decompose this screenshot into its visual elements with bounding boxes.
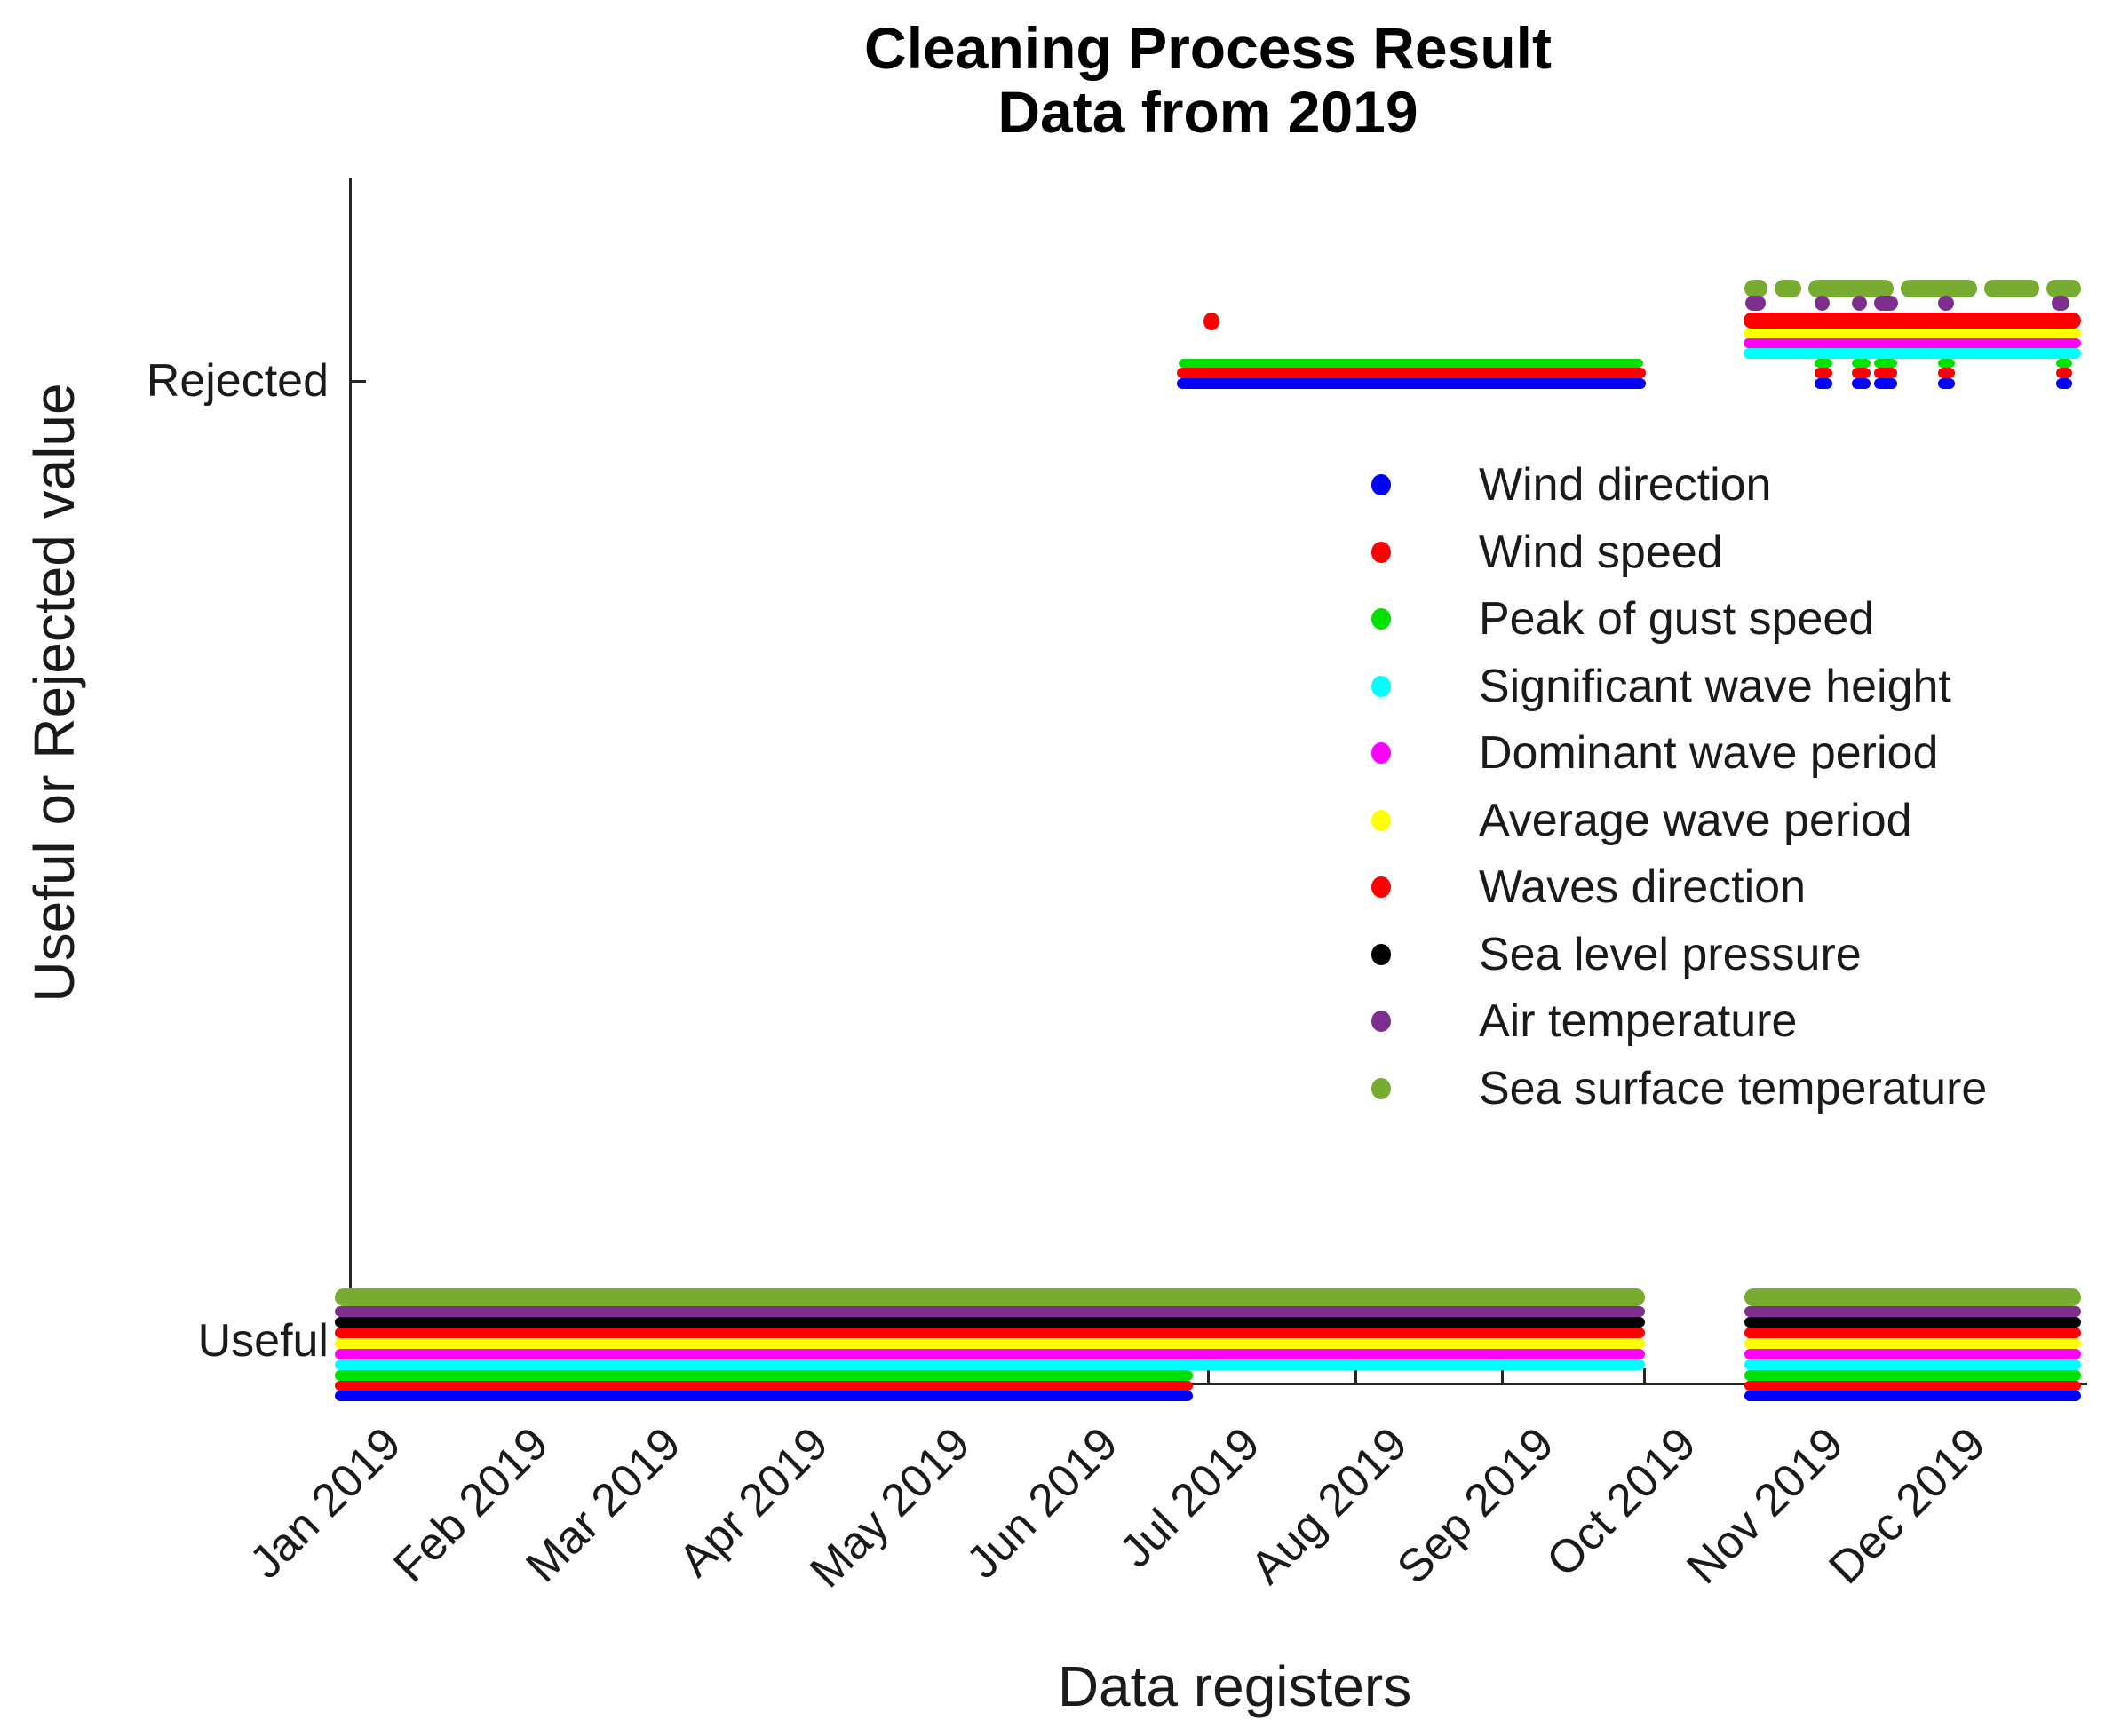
scatter-band-rejected-sea_surface (1808, 280, 1894, 297)
scatter-band-useful-sig_wave (1744, 1359, 2081, 1370)
y-axis-label: Useful or Rejected value (22, 383, 86, 1003)
scatter-band-rejected-sig_wave (1744, 348, 2081, 359)
chart-title-line2: Data from 2019 (997, 79, 1418, 145)
legend-marker-icon (1371, 742, 1391, 764)
legend-marker-icon (1371, 675, 1391, 697)
scatter-band-rejected-wind_speed (1852, 368, 1871, 378)
rejected-outlier-dot (1203, 313, 1220, 330)
scatter-band-useful-avg_wave (334, 1338, 1645, 1349)
scatter-band-rejected-wind_direction (1938, 378, 1956, 389)
scatter-band-rejected-dom_wave (1744, 338, 2081, 348)
x-axis-line (349, 1383, 2087, 1385)
scatter-band-rejected-peak_gust (1178, 359, 1643, 368)
scatter-band-useful-peak_gust (1744, 1370, 2081, 1381)
scatter-band-useful-sea_surface (334, 1288, 1645, 1306)
x-tick-label: Aug 2019 (1240, 1417, 1418, 1595)
scatter-band-useful-air_temp (334, 1306, 1645, 1317)
chart-title: Cleaning Process Result Data from 2019 (864, 16, 1552, 144)
legend-marker-icon (1371, 474, 1391, 495)
legend-item-label: Peak of gust speed (1479, 593, 1875, 645)
scatter-band-rejected-sea_surface (1900, 280, 1978, 297)
scatter-band-useful-sea_level (334, 1317, 1645, 1328)
x-tick (1354, 1368, 1357, 1383)
legend-marker-icon (1371, 876, 1391, 898)
scatter-band-useful-wind_direction (1744, 1391, 2081, 1401)
x-tick-label: Nov 2019 (1677, 1417, 1854, 1595)
y-axis-line (349, 178, 352, 1385)
legend-item-label: Significant wave height (1479, 660, 1951, 712)
scatter-band-rejected-sea_surface (1774, 280, 1801, 297)
legend-marker-icon (1371, 608, 1391, 630)
y-tick (349, 380, 366, 383)
scatter-band-rejected-wind_direction (2055, 378, 2072, 389)
scatter-band-rejected-wind_direction (1852, 378, 1871, 389)
legend-item-label: Wind direction (1479, 459, 1772, 511)
scatter-band-rejected-wind_speed (1873, 368, 1898, 378)
scatter-band-rejected-wind_direction (1177, 378, 1646, 389)
scatter-band-rejected-air_temp (1745, 296, 1766, 311)
scatter-band-useful-sig_wave (334, 1359, 1645, 1370)
scatter-band-useful-sea_level (1744, 1317, 2081, 1328)
x-tick (1643, 1368, 1647, 1383)
scatter-band-rejected-wind_speed (1177, 368, 1646, 378)
scatter-band-rejected-peak_gust (1873, 359, 1898, 368)
scatter-band-rejected-air_temp (1873, 296, 1899, 311)
y-tick-label: Rejected (146, 355, 329, 407)
scatter-band-rejected-air_temp (2051, 296, 2069, 311)
scatter-band-useful-air_temp (1744, 1306, 2081, 1317)
scatter-band-rejected-peak_gust (1938, 359, 1956, 368)
legend-item-label: Average wave period (1479, 794, 1912, 846)
scatter-band-rejected-sea_surface (1744, 280, 1768, 297)
scatter-band-useful-sea_surface (1744, 1288, 2081, 1306)
chart-title-line1: Cleaning Process Result (864, 15, 1552, 81)
scatter-band-rejected-peak_gust (1852, 359, 1871, 368)
scatter-band-rejected-air_temp (1815, 296, 1831, 311)
x-tick (1206, 1368, 1210, 1383)
legend-marker-icon (1371, 541, 1391, 563)
x-tick-label: Jan 2019 (240, 1417, 411, 1589)
scatter-band-rejected-air_temp (1852, 296, 1868, 311)
scatter-band-rejected-sea_surface (2046, 280, 2081, 297)
x-tick-label: Sep 2019 (1387, 1417, 1564, 1595)
legend-marker-icon (1371, 1077, 1391, 1099)
scatter-band-rejected-avg_wave (1744, 329, 2081, 338)
legend-item-label: Sea surface temperature (1479, 1062, 1988, 1114)
scatter-band-rejected-wind_speed (2055, 368, 2072, 378)
scatter-band-rejected-wind_direction (1815, 378, 1833, 389)
x-tick-label: Dec 2019 (1819, 1417, 1996, 1595)
x-tick-label: Jun 2019 (957, 1417, 1128, 1589)
legend-marker-icon (1371, 809, 1391, 831)
legend-item-label: Wind speed (1479, 526, 1723, 578)
x-tick (1501, 1368, 1505, 1383)
scatter-band-rejected-waves_dir (1744, 313, 2081, 329)
legend-item-label: Waves direction (1479, 861, 1806, 913)
scatter-band-rejected-wind_direction (1873, 378, 1898, 389)
scatter-band-rejected-air_temp (1938, 296, 1955, 311)
scatter-band-useful-avg_wave (1744, 1338, 2081, 1349)
scatter-band-useful-wind_speed (1744, 1381, 2081, 1391)
legend-marker-icon (1371, 943, 1391, 965)
scatter-band-useful-peak_gust (334, 1370, 1193, 1381)
legend-item-label: Dominant wave period (1479, 727, 1939, 779)
scatter-band-rejected-wind_speed (1815, 368, 1833, 378)
scatter-band-useful-waves_dir (1744, 1328, 2081, 1338)
scatter-band-rejected-sea_surface (1984, 280, 2040, 297)
scatter-band-useful-dom_wave (1744, 1349, 2081, 1359)
scatter-band-useful-dom_wave (334, 1349, 1645, 1359)
legend-marker-icon (1371, 1011, 1391, 1032)
scatter-band-useful-waves_dir (334, 1328, 1645, 1338)
legend-item-label: Sea level pressure (1479, 928, 1862, 980)
y-tick-label: Useful (197, 1315, 329, 1367)
legend-item-label: Air temperature (1479, 995, 1798, 1047)
scatter-band-useful-wind_direction (334, 1391, 1193, 1401)
scatter-band-rejected-wind_speed (1938, 368, 1956, 378)
scatter-band-rejected-peak_gust (2055, 359, 2072, 368)
x-axis-label: Data registers (1057, 1654, 1412, 1718)
scatter-band-rejected-peak_gust (1815, 359, 1833, 368)
scatter-band-useful-wind_speed (334, 1381, 1193, 1391)
